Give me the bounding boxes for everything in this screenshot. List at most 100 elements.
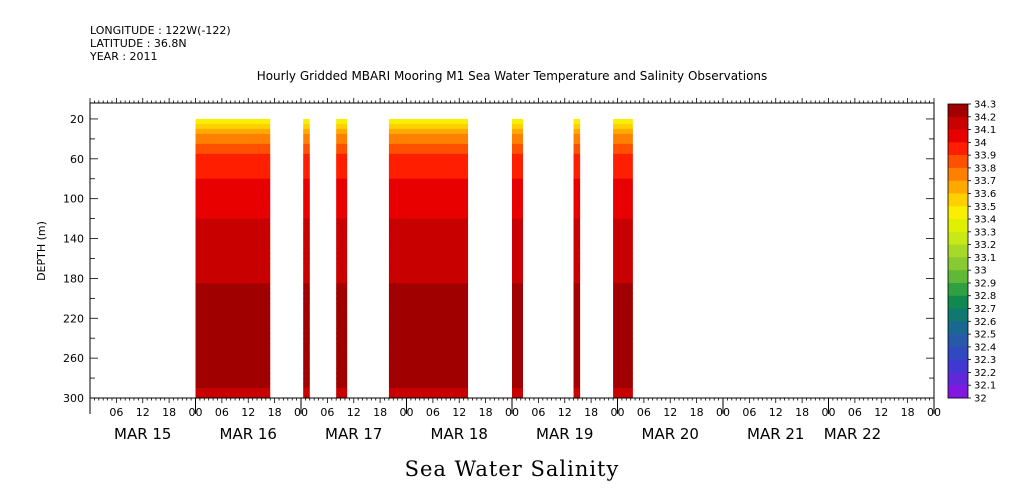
salinity-cell <box>195 198 271 205</box>
salinity-cell <box>573 218 581 225</box>
colorbar-label: 34.3 <box>974 100 996 111</box>
salinity-cell <box>512 123 523 130</box>
salinity-cell <box>388 128 469 135</box>
salinity-cell <box>613 118 633 125</box>
salinity-cell <box>303 348 310 354</box>
hour-tick-label: 06 <box>215 406 229 419</box>
colorbar-label: 32.4 <box>974 342 996 353</box>
salinity-cell <box>303 353 310 359</box>
hour-tick-label: 00 <box>611 406 625 419</box>
salinity-cell <box>388 313 469 319</box>
salinity-cell <box>613 388 633 394</box>
salinity-cell <box>573 158 581 165</box>
salinity-cell <box>512 238 523 245</box>
salinity-cell <box>512 143 523 150</box>
colorbar-label: 32.6 <box>974 317 996 328</box>
salinity-cell <box>303 188 310 195</box>
salinity-cell <box>613 243 633 249</box>
colorbar-swatch <box>948 334 968 348</box>
hour-tick-label: 12 <box>347 406 361 419</box>
salinity-cell <box>195 208 271 215</box>
salinity-cell <box>573 298 581 304</box>
salinity-cell <box>512 218 523 225</box>
day-label: MAR 16 <box>220 425 277 443</box>
longitude-label: LONGITUDE : 122W(-122) <box>90 24 231 37</box>
salinity-cell <box>613 258 633 264</box>
colorbar-swatch <box>948 142 968 156</box>
colorbar-label: 33.2 <box>974 240 996 251</box>
data-segment <box>573 118 581 399</box>
colorbar-swatch <box>948 193 968 207</box>
salinity-cell <box>613 273 633 279</box>
salinity-cell <box>195 343 271 349</box>
salinity-cell <box>512 288 523 294</box>
salinity-cell <box>336 173 348 180</box>
salinity-cell <box>336 168 348 175</box>
colorbar-swatch <box>948 359 968 373</box>
salinity-cell <box>573 178 581 185</box>
salinity-cell <box>573 243 581 249</box>
salinity-cell <box>303 168 310 175</box>
salinity-cell <box>512 228 523 235</box>
salinity-cell <box>303 298 310 304</box>
salinity-cell <box>195 273 271 279</box>
salinity-cell <box>195 218 271 225</box>
salinity-cell <box>336 193 348 200</box>
salinity-cell <box>512 308 523 314</box>
salinity-cell <box>336 138 348 145</box>
salinity-cell <box>336 158 348 165</box>
variable-label: Sea Water Salinity <box>405 457 620 481</box>
salinity-cell <box>336 148 348 155</box>
salinity-cell <box>336 203 348 210</box>
salinity-cell <box>573 288 581 294</box>
data-segment <box>195 118 271 399</box>
salinity-cell <box>336 118 348 125</box>
hour-tick-label: 00 <box>716 406 730 419</box>
salinity-cell <box>512 333 523 339</box>
salinity-cell <box>573 333 581 339</box>
colorbar-swatch <box>948 206 968 220</box>
salinity-cell <box>573 263 581 269</box>
salinity-cell <box>512 198 523 205</box>
salinity-cell <box>573 138 581 145</box>
salinity-cell <box>573 268 581 274</box>
salinity-cell <box>303 218 310 225</box>
colorbar-swatch <box>948 282 968 297</box>
salinity-cell <box>388 258 469 264</box>
hour-tick-label: 12 <box>663 406 677 419</box>
colorbar-swatch <box>948 295 968 309</box>
colorbar-label: 34.1 <box>974 125 996 136</box>
y-tick-label: 300 <box>63 392 84 405</box>
salinity-cell <box>573 348 581 354</box>
hour-tick-label: 18 <box>268 406 282 419</box>
salinity-cell <box>195 338 271 344</box>
salinity-cell <box>303 148 310 155</box>
salinity-cell <box>512 183 523 190</box>
salinity-cell <box>303 318 310 324</box>
data-segment <box>613 118 633 399</box>
salinity-cell <box>388 368 469 374</box>
salinity-cell <box>512 383 523 389</box>
salinity-cell <box>388 228 469 235</box>
salinity-cell <box>573 358 581 364</box>
salinity-cell <box>512 278 523 284</box>
salinity-cell <box>613 358 633 364</box>
salinity-cell <box>336 378 348 384</box>
hour-tick-label: 12 <box>241 406 255 419</box>
salinity-cell <box>388 388 469 394</box>
salinity-cell <box>303 233 310 240</box>
salinity-cell <box>512 233 523 240</box>
salinity-cell <box>303 328 310 334</box>
colorbar-swatch <box>948 167 968 181</box>
salinity-cell <box>512 363 523 369</box>
salinity-cell <box>195 358 271 364</box>
salinity-cell <box>336 233 348 240</box>
colorbar-label: 33.7 <box>974 176 996 187</box>
salinity-cell <box>573 393 581 399</box>
salinity-cell <box>512 193 523 200</box>
salinity-cell <box>195 288 271 294</box>
salinity-cell <box>336 288 348 294</box>
salinity-cell <box>573 303 581 309</box>
salinity-cell <box>512 328 523 334</box>
salinity-cell <box>613 233 633 240</box>
